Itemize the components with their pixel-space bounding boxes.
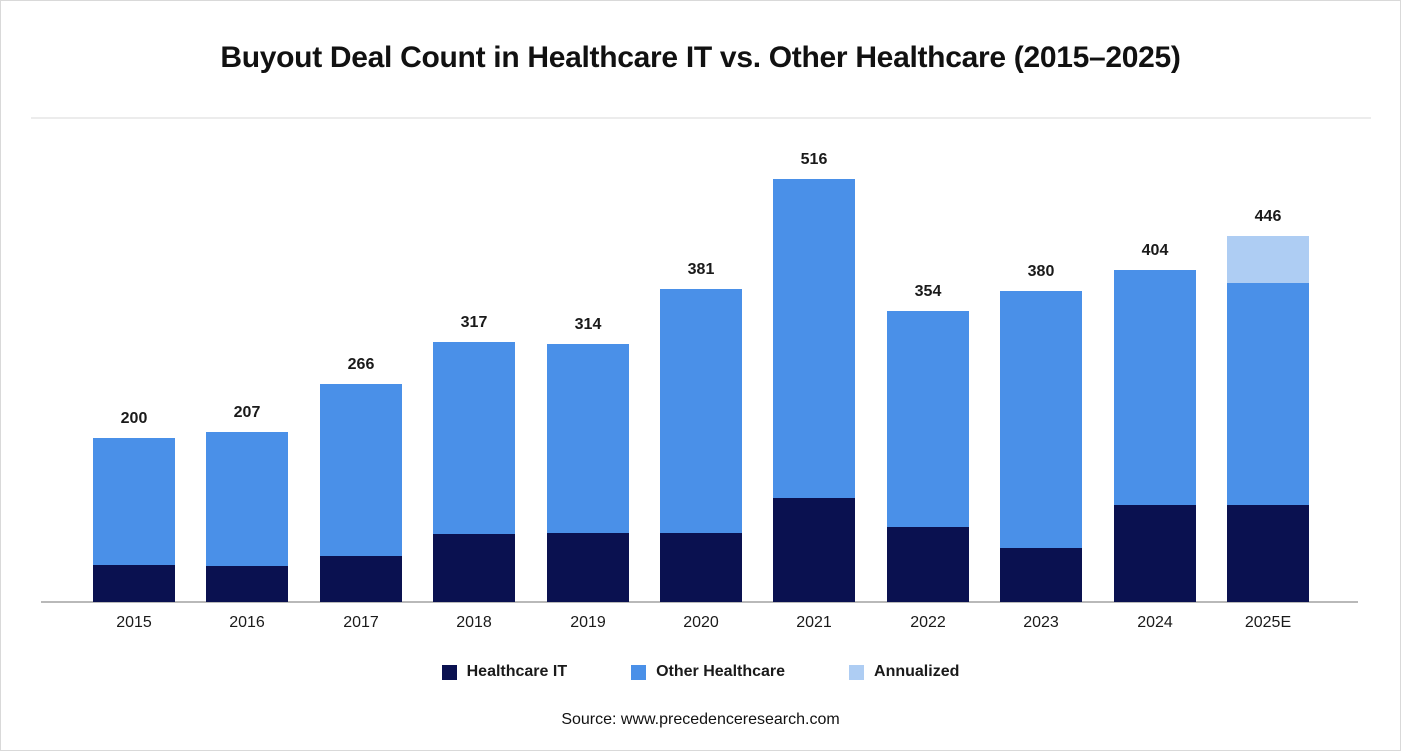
bar-segment-healthcare-it-2018 [433,534,515,602]
bar-value-label-2025E: 446 [1254,208,1282,225]
bar-segment-other-healthcare-2023 [1000,291,1082,548]
bar-segment-healthcare-it-2022 [887,527,969,602]
x-axis-line [41,601,1358,603]
x-tick-label-2020: 2020 [683,614,719,631]
chart-title: Buyout Deal Count in Healthcare IT vs. O… [220,41,1181,74]
bar-segment-healthcare-it-2017 [320,556,402,602]
bar-segment-annualized-2025E [1227,236,1309,283]
x-tick-label-2017: 2017 [343,614,379,631]
bar-segment-other-healthcare-2022 [887,311,969,527]
bar-segment-other-healthcare-2021 [773,179,855,498]
bar-segment-other-healthcare-2016 [206,432,288,566]
bar-segment-other-healthcare-2015 [93,438,175,565]
bar-value-label-2015: 200 [120,410,148,427]
legend-swatch-other-healthcare [631,664,647,680]
bar-segment-other-healthcare-2017 [320,384,402,556]
x-tick-label-2024: 2024 [1137,614,1173,631]
bar-value-label-2024: 404 [1141,242,1169,259]
legend-label-healthcare-it: Healthcare IT [466,663,568,680]
x-tick-label-2015: 2015 [116,614,152,631]
bar-segment-healthcare-it-2019 [547,533,629,602]
source-attribution: Source: www.precedenceresearch.com [561,711,840,728]
x-tick-label-2025E: 2025E [1244,614,1292,631]
legend-label-annualized: Annualized [874,663,960,680]
bar-segment-healthcare-it-2021 [773,498,855,602]
bar-segment-healthcare-it-2024 [1114,505,1196,602]
legend-label-other-healthcare: Other Healthcare [656,663,786,680]
bar-value-label-2020: 381 [687,261,715,278]
x-tick-label-2021: 2021 [796,614,832,631]
bar-value-label-2017: 266 [347,356,375,373]
legend-item-healthcare-it: Healthcare IT [441,663,568,681]
bar-segment-healthcare-it-2023 [1000,548,1082,602]
legend-item-other-healthcare: Other Healthcare [631,663,785,681]
legend-swatch-annualized [849,664,865,680]
bar-segment-other-healthcare-2020 [660,289,742,533]
bar-segment-other-healthcare-2018 [433,342,515,534]
legend-swatch-healthcare-it [441,664,457,680]
bar-value-label-2018: 317 [460,314,488,331]
legend-item-annualized: Annualized [849,663,959,681]
bar-segment-other-healthcare-2024 [1114,270,1196,505]
x-tick-label-2023: 2023 [1023,614,1059,631]
x-tick-label-2016: 2016 [229,614,265,631]
bar-segment-other-healthcare-2019 [547,344,629,533]
bar-value-label-2021: 516 [800,151,828,168]
bar-value-label-2023: 380 [1027,263,1055,280]
x-tick-label-2018: 2018 [456,614,492,631]
bar-value-label-2022: 354 [914,283,942,300]
x-tick-label-2022: 2022 [910,614,946,631]
title-divider [31,117,1371,119]
bar-value-label-2019: 314 [574,316,602,333]
bar-segment-other-healthcare-2025E [1227,283,1309,505]
bar-segment-healthcare-it-2025E [1227,505,1309,602]
bar-segment-healthcare-it-2016 [206,566,288,602]
x-tick-label-2019: 2019 [570,614,606,631]
bar-value-label-2016: 207 [233,404,261,421]
legend: Healthcare IT Other Healthcare Annualize… [1,663,1400,681]
bar-segment-healthcare-it-2020 [660,533,742,602]
bar-segment-healthcare-it-2015 [93,565,175,602]
